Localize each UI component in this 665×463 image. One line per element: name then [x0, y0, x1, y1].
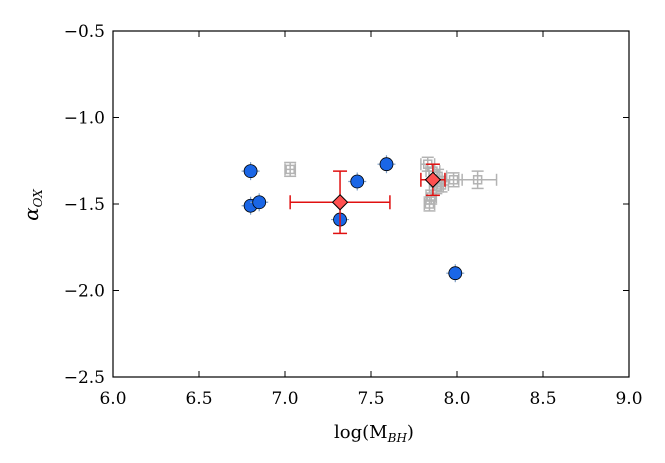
- x-tick-label: 8.0: [443, 389, 470, 409]
- y-tick-label: −2.5: [64, 368, 105, 388]
- data-point: [448, 266, 463, 281]
- data-markers: [241, 155, 498, 283]
- tick-labels: 6.0 6.5 7.0 7.5 8.0 8.5 9.0 −0.5 −1.0 −1.5 −2.0 −2.…: [64, 22, 643, 409]
- y-tick-label: −0.5: [64, 22, 105, 42]
- data-point: [285, 164, 295, 175]
- x-tick-label: 6.0: [99, 389, 126, 409]
- data-point: [350, 174, 365, 189]
- data-point: [448, 175, 459, 185]
- data-point: [331, 194, 349, 211]
- y-axis-label: αOX: [19, 189, 45, 221]
- axis-ticks: [112, 30, 630, 378]
- data-point: [379, 157, 394, 172]
- y-tick-label: −1.0: [64, 109, 105, 129]
- plot-frame: [112, 30, 630, 378]
- data-point: [252, 195, 267, 210]
- data-point: [472, 175, 483, 185]
- x-tick-label: 8.5: [529, 389, 556, 409]
- data-point: [424, 171, 442, 188]
- x-tick-label: 7.0: [271, 389, 298, 409]
- series-mean: [289, 163, 446, 235]
- x-tick-label: 9.0: [615, 389, 642, 409]
- data-point: [424, 199, 435, 209]
- series-sample: [241, 155, 465, 283]
- data-point: [243, 164, 258, 179]
- y-tick-label: −1.5: [64, 195, 105, 215]
- x-axis-label: log(MBH): [334, 422, 414, 445]
- x-tick-label: 6.5: [185, 389, 212, 409]
- y-tick-label: −2.0: [64, 282, 105, 302]
- x-tick-label: 7.5: [357, 389, 384, 409]
